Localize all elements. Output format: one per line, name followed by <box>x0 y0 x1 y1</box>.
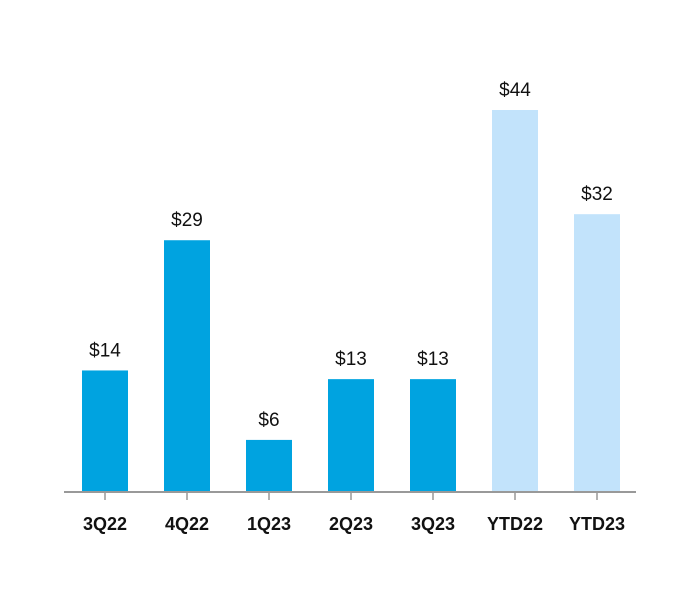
value-label-4q22: $29 <box>171 210 203 231</box>
category-label-ytd22: YTD22 <box>487 514 543 534</box>
category-label-2q23: 2Q23 <box>329 514 373 534</box>
bar-2q23 <box>328 379 374 492</box>
category-label-3q23: 3Q23 <box>411 514 455 534</box>
category-label-4q22: 4Q22 <box>165 514 209 534</box>
value-label-ytd22: $44 <box>499 80 531 101</box>
bar-1q23 <box>246 439 292 492</box>
value-label-ytd23: $32 <box>581 184 613 205</box>
tick-marks-group <box>104 492 598 500</box>
bar-ytd23 <box>574 214 620 492</box>
bars-group <box>82 110 620 492</box>
bar-ytd22 <box>492 110 538 492</box>
value-label-3q23: $13 <box>417 349 449 370</box>
category-label-1q23: 1Q23 <box>247 514 291 534</box>
category-label-3q22: 3Q22 <box>83 514 127 534</box>
value-label-1q23: $6 <box>258 410 279 431</box>
bar-3q23 <box>410 379 456 492</box>
category-labels-group: 3Q22 4Q22 1Q23 2Q23 3Q23 YTD22 YTD23 <box>83 514 625 534</box>
category-label-ytd23: YTD23 <box>569 514 625 534</box>
value-label-3q22: $14 <box>89 340 121 361</box>
bar-4q22 <box>164 240 210 492</box>
bar-3q22 <box>82 370 128 492</box>
value-label-2q23: $13 <box>335 349 367 370</box>
value-labels-group: $14 $29 $6 $13 $13 $44 $32 <box>89 80 613 431</box>
